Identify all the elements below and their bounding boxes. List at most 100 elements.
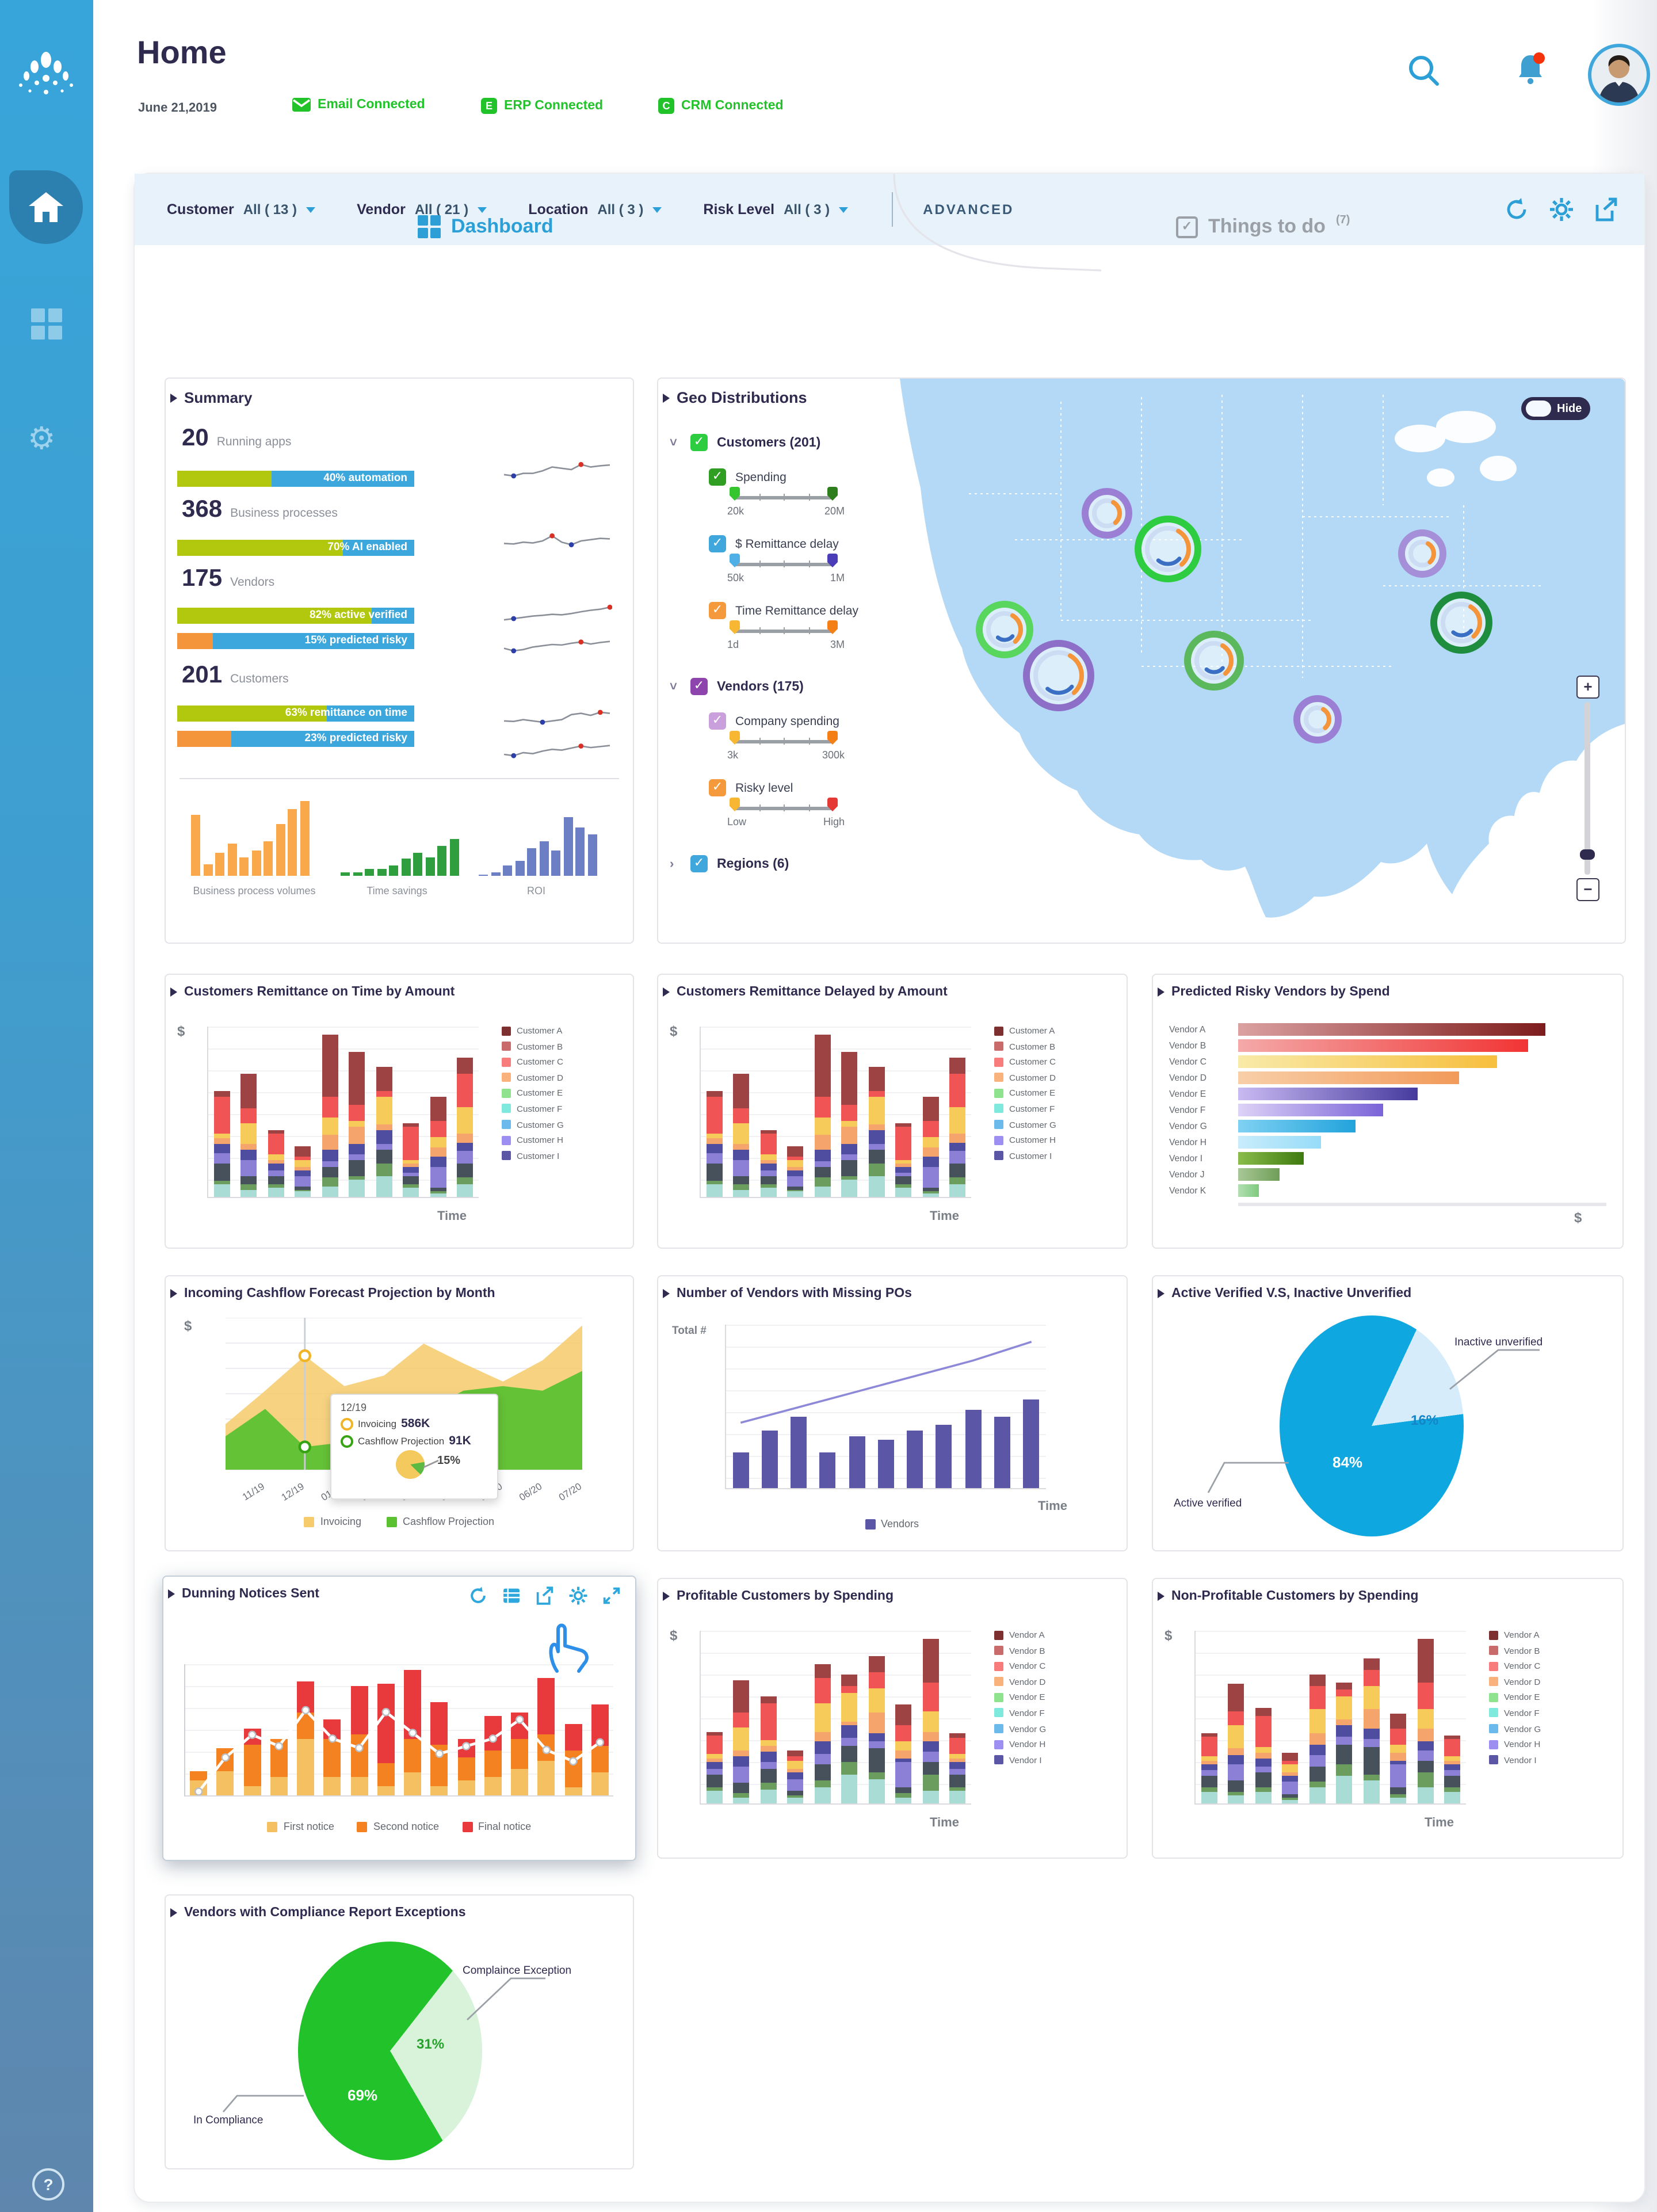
chart-card-remittance-delayed: Customers Remittance Delayed by Amount $… [657,974,1128,1249]
filter-vendor[interactable]: Vendor All ( 21 ) [357,201,487,218]
range-slider[interactable]: 20k 20M [727,487,845,517]
chart-title: Dunning Notices Sent [182,1587,319,1601]
refresh-icon[interactable] [1504,197,1529,222]
export-icon[interactable] [535,1586,555,1605]
item-label: $ Remittance delay [735,537,839,551]
range-slider[interactable]: Low High [727,798,845,827]
tab-dashboard[interactable]: Dashboard [418,215,553,238]
geo-tree-item[interactable]: ✓ Spending [709,468,786,486]
home-icon [29,192,63,222]
advanced-button[interactable]: ADVANCED [923,201,1014,218]
item-label: Spending [735,470,786,484]
chevron-down-icon[interactable]: ˅ [670,436,677,449]
checkbox[interactable]: ✓ [690,434,708,451]
zoom-in-button[interactable]: + [1576,676,1599,699]
checkbox[interactable]: ✓ [709,535,726,552]
mini-chart-label: Time savings [366,885,427,897]
geo-tree-section[interactable]: ˅ ✓ Customers (201) [670,434,820,451]
filter-bar: Customer All ( 13 ) Vendor All ( 21 ) Lo… [135,174,1644,245]
slider-handle-max[interactable] [827,487,838,501]
hbar-row: Vendor A [1169,1023,1545,1036]
search-button[interactable] [1406,53,1441,87]
legend-item: Vendor C [994,1661,1046,1671]
geo-tree-item[interactable]: ✓ Risky level [709,779,793,796]
export-icon[interactable] [1594,197,1619,222]
chart-card-non-profitable-customers: Non-Profitable Customers by Spending $ T… [1152,1578,1624,1859]
filter-customer[interactable]: Customer All ( 13 ) [167,201,316,218]
sparkline [502,526,612,556]
slider-handle-min[interactable] [730,798,740,811]
user-avatar[interactable] [1588,44,1650,106]
svg-text:07/20: 07/20 [557,1481,583,1503]
svg-text:10/19: 10/19 [226,1481,227,1503]
legend-item: Vendor B [994,1645,1046,1656]
filter-location[interactable]: Location All ( 3 ) [528,201,662,218]
chevron-down-icon[interactable]: ˅ [670,680,677,693]
legend-item: Vendor A [994,1630,1046,1640]
help-button[interactable]: ? [32,2168,64,2200]
chart-card-dunning-notices[interactable]: Dunning Notices Sent [162,1576,636,1861]
hbar-row: Vendor F [1169,1104,1383,1116]
range-slider[interactable]: 50k 1M [727,554,845,583]
checkbox[interactable]: ✓ [690,855,708,872]
map-hide-toggle[interactable]: Hide [1521,397,1590,420]
checkbox[interactable]: ✓ [709,468,726,486]
notifications-button[interactable] [1512,51,1549,87]
legend-item: Customer I [502,1151,564,1161]
slider-handle-min[interactable] [730,620,740,634]
checkbox[interactable]: ✓ [690,678,708,695]
filter-risk-level[interactable]: Risk Level All ( 3 ) [703,201,849,218]
range-slider[interactable]: 3k 300k [727,731,845,761]
checkbox[interactable]: ✓ [709,779,726,796]
chart-card-active-verified-pie: Active Verified V.S, Inactive Unverified… [1152,1275,1624,1551]
x-axis-label: Time [930,1210,959,1223]
stat-customers: 201 Customers [182,662,289,688]
zoom-out-button[interactable]: − [1576,878,1599,901]
slider-handle-min[interactable] [730,487,740,501]
slider-handle-max[interactable] [827,554,838,567]
tab-things-to-do[interactable]: ✓ Things to do (7) [1176,213,1350,238]
legend-item: Customer B [502,1041,564,1051]
y-axis-label: $ [1165,1627,1173,1643]
chart-card-remittance-on-time: Customers Remittance on Time by Amount $… [165,974,634,1249]
pie-slice-label: Active verified [1174,1497,1242,1510]
y-axis-label: $ [670,1023,678,1039]
zoom-slider[interactable] [1580,702,1595,875]
gear-icon[interactable] [568,1586,588,1605]
range-slider[interactable]: 1d 3M [727,620,845,650]
slider-handle-min[interactable] [730,731,740,745]
item-label: Company spending [735,714,839,728]
chevron-down-icon [306,207,316,212]
mini-chart-business-process-volumes [191,800,309,876]
sidebar-item-apps[interactable] [31,308,62,340]
chevron-right-icon[interactable]: › [670,857,674,871]
legend-item: Vendor D [994,1677,1046,1687]
slider-handle-max[interactable] [827,620,838,634]
geo-tree-item[interactable]: ✓ $ Remittance delay [709,535,839,552]
x-axis-label: Time [1038,1500,1067,1513]
gear-icon[interactable] [1549,197,1574,222]
stat-vendors: 175 Vendors [182,565,275,592]
geo-tree-item[interactable]: ✓ Company spending [709,712,839,730]
geo-legend-tree: ˅ ✓ Customers (201) ✓ Spending 20k 20M ✓ $ R… [658,425,900,940]
slider-handle-min[interactable] [730,554,740,567]
checkbox[interactable]: ✓ [709,712,726,730]
geo-tree-section[interactable]: ˅ ✓ Vendors (175) [670,678,804,695]
slider-handle-max[interactable] [827,731,838,745]
geo-tree-item[interactable]: ✓ Time Remittance delay [709,602,858,619]
sidebar-item-settings[interactable]: ⚙ [28,421,55,457]
stacked-bar-plot [1194,1631,1466,1805]
zoom-slider-knob[interactable] [1580,849,1595,860]
checkbox[interactable]: ✓ [709,602,726,619]
geo-tree-section[interactable]: › ✓ Regions (6) [670,855,789,872]
slider-handle-max[interactable] [827,798,838,811]
chart-card-profitable-customers: Profitable Customers by Spending $ Time … [657,1578,1128,1859]
table-icon[interactable] [502,1586,521,1605]
geo-map[interactable]: Hide + − [900,379,1625,940]
sidebar-item-home[interactable] [9,170,83,244]
refresh-icon[interactable] [468,1586,488,1605]
legend-item: Vendor G [994,1723,1046,1734]
expand-icon[interactable] [602,1586,621,1605]
progress-bar-label: 23% predicted risky [304,732,408,745]
legend-item: Customer C [994,1057,1056,1067]
